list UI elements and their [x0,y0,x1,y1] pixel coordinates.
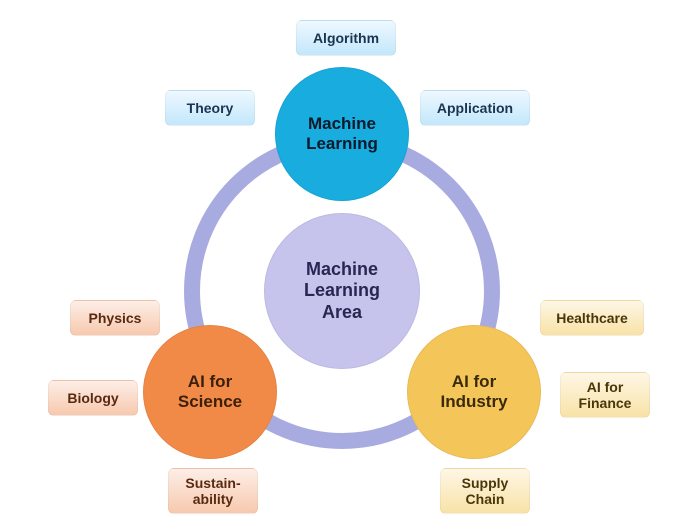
tag-label: Application [437,100,513,116]
tag-label: Theory [187,100,234,116]
tag-label: AI forFinance [579,379,632,411]
tag-label: Healthcare [556,310,628,326]
center-label: MachineLearningArea [304,259,380,324]
node-label: AI forScience [178,372,242,413]
node-circle-industry: AI forIndustry [407,325,541,459]
node-circle-ml: MachineLearning [275,67,409,201]
tag-biology: Biology [48,380,138,416]
tag-label: Sustain-ability [185,475,240,507]
node-label: AI forIndustry [440,372,507,413]
tag-sustain: Sustain-ability [168,468,258,514]
center-circle: MachineLearningArea [264,213,420,369]
tag-label: Biology [67,390,118,406]
tag-finance: AI forFinance [560,372,650,418]
tag-algorithm: Algorithm [296,20,396,56]
tag-application: Application [420,90,530,126]
tag-label: SupplyChain [462,475,509,507]
tag-label: Algorithm [313,30,379,46]
tag-supplychain: SupplyChain [440,468,530,514]
tag-healthcare: Healthcare [540,300,644,336]
node-label: MachineLearning [306,114,378,155]
diagram-stage: MachineLearningArea MachineLearning AI fo… [0,0,680,525]
tag-label: Physics [89,310,142,326]
node-circle-science: AI forScience [143,325,277,459]
tag-physics: Physics [70,300,160,336]
tag-theory: Theory [165,90,255,126]
